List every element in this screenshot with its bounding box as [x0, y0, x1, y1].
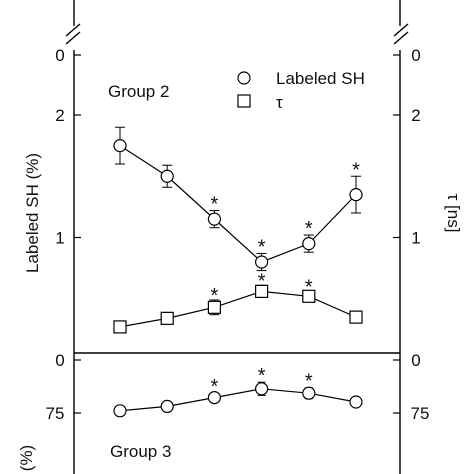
data-point — [349, 395, 363, 409]
legend-marker-square — [237, 94, 251, 108]
data-point — [207, 212, 221, 226]
significance-star: * — [211, 376, 219, 398]
significance-star: * — [305, 218, 313, 240]
significance-star: * — [258, 365, 266, 387]
significance-star: * — [258, 236, 266, 258]
left-axis-break-mark — [65, 23, 81, 37]
significance-star: * — [305, 276, 313, 298]
data-point — [255, 255, 269, 269]
data-point — [207, 300, 221, 314]
y-axis-label-left: Labeled SH (%) — [23, 153, 42, 273]
panel-group-3: 75 75 (%) Group 3 * * * — [17, 365, 429, 471]
data-point — [349, 310, 363, 324]
group-label: Group 2 — [108, 82, 169, 101]
significance-star: * — [211, 285, 219, 307]
legend-label: τ — [276, 93, 283, 112]
left-y-tick-label: 75 — [46, 404, 65, 423]
left-axis-break-mark — [65, 31, 81, 45]
data-point — [160, 399, 174, 413]
data-point — [302, 237, 316, 251]
y-axis-label-left-lower: (%) — [17, 445, 36, 471]
left-break-tick-label: 0 — [55, 46, 64, 65]
legend-marker-circle — [237, 71, 251, 85]
data-point — [160, 311, 174, 325]
y-axis-label-right: τ [ns] — [444, 194, 463, 233]
series-line — [119, 290, 357, 328]
right-y-tick-label: 0 — [411, 351, 420, 370]
data-point — [255, 284, 269, 298]
right-y-tick-label: 1 — [411, 229, 420, 248]
panel-group-2: 0 1 2 0 1 2 Labeled SH (%) τ [ns] Group 2 Labeled… — [23, 69, 463, 370]
data-point — [113, 139, 127, 153]
left-y-tick-label: 1 — [55, 229, 64, 248]
group-label: Group 3 — [110, 442, 171, 461]
data-point — [113, 320, 127, 334]
significance-star: * — [305, 371, 313, 393]
data-point — [113, 404, 127, 418]
series-line — [119, 388, 357, 412]
data-point — [160, 169, 174, 183]
data-point — [207, 391, 221, 405]
legend-label: Labeled SH — [276, 69, 365, 88]
right-axis-break-mark — [393, 23, 409, 37]
data-point — [302, 289, 316, 303]
data-point — [349, 188, 363, 202]
right-y-tick-label: 2 — [411, 106, 420, 125]
significance-star: * — [352, 159, 360, 181]
data-point — [255, 382, 269, 396]
left-y-tick-label: 0 — [55, 351, 64, 370]
series-line — [119, 145, 357, 263]
significance-star: * — [258, 270, 266, 292]
right-y-tick-label: 75 — [411, 404, 430, 423]
left-y-tick-label: 2 — [55, 106, 64, 125]
data-point — [302, 386, 316, 400]
significance-star: * — [211, 194, 219, 216]
right-break-tick-label: 0 — [411, 46, 420, 65]
right-axis-break-mark — [393, 31, 409, 45]
